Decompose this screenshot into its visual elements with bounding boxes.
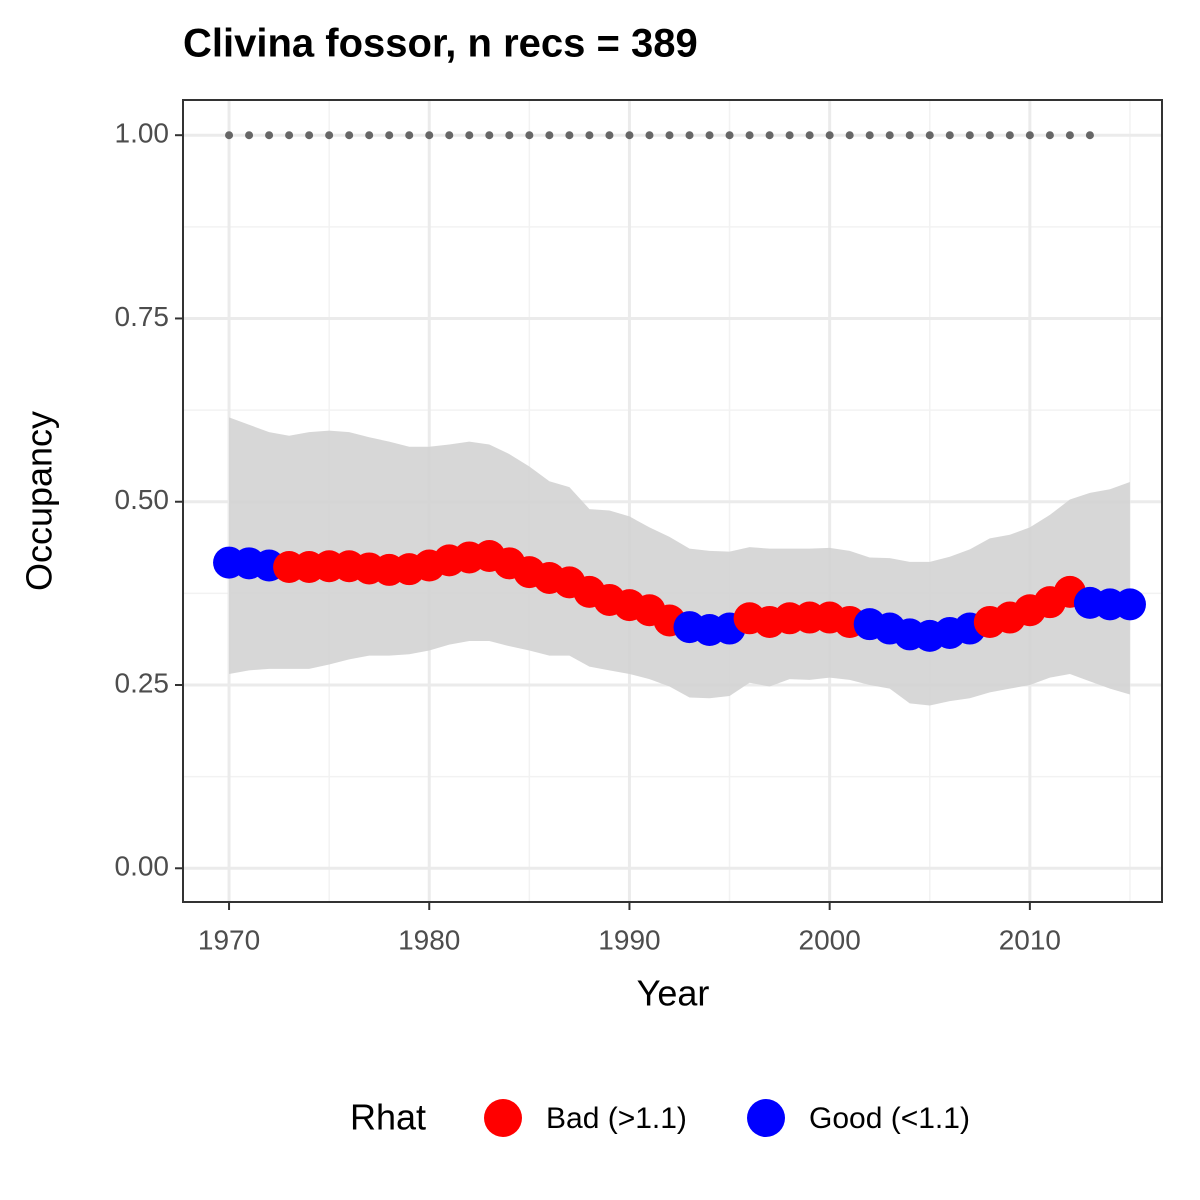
reference-dot bbox=[1005, 131, 1014, 140]
x-tick-label: 1980 bbox=[398, 924, 460, 955]
reference-dot bbox=[385, 131, 394, 140]
reference-dot bbox=[225, 131, 234, 140]
reference-dot bbox=[505, 131, 514, 140]
reference-dot bbox=[665, 131, 674, 140]
reference-dot bbox=[905, 131, 914, 140]
x-tick-label: 1990 bbox=[598, 924, 660, 955]
legend-swatch bbox=[747, 1099, 785, 1137]
y-tick-label: 1.00 bbox=[115, 118, 170, 149]
reference-dot bbox=[345, 131, 354, 140]
data-point bbox=[1113, 588, 1146, 621]
reference-dot bbox=[685, 131, 694, 140]
reference-dot bbox=[765, 131, 774, 140]
y-tick-label: 0.75 bbox=[115, 301, 170, 332]
reference-dot bbox=[805, 131, 814, 140]
x-tick-label: 2000 bbox=[799, 924, 861, 955]
reference-dot bbox=[425, 131, 434, 140]
reference-dot bbox=[1085, 131, 1094, 140]
reference-dot bbox=[465, 131, 474, 140]
reference-dot bbox=[925, 131, 934, 140]
y-tick-label: 0.00 bbox=[115, 851, 170, 882]
reference-dot bbox=[785, 131, 794, 140]
x-tick-label: 2010 bbox=[999, 924, 1061, 955]
reference-dot bbox=[265, 131, 274, 140]
reference-dot bbox=[845, 131, 854, 140]
reference-dot bbox=[1025, 131, 1034, 140]
y-axis-title: Occupancy bbox=[19, 411, 60, 591]
reference-dot bbox=[285, 131, 294, 140]
reference-dot bbox=[625, 131, 634, 140]
reference-dot bbox=[405, 131, 414, 140]
reference-dot bbox=[585, 131, 594, 140]
y-tick-label: 0.25 bbox=[115, 667, 170, 698]
reference-dot bbox=[965, 131, 974, 140]
chart-title: Clivina fossor, n recs = 389 bbox=[183, 22, 698, 66]
reference-dot bbox=[525, 131, 534, 140]
x-axis-title: Year bbox=[637, 973, 710, 1014]
reference-dot bbox=[865, 131, 874, 140]
reference-dot bbox=[985, 131, 994, 140]
reference-dot bbox=[445, 131, 454, 140]
reference-dot bbox=[645, 131, 654, 140]
legend-label: Bad (>1.1) bbox=[546, 1102, 687, 1135]
reference-dot bbox=[1065, 131, 1074, 140]
reference-dot bbox=[485, 131, 494, 140]
legend-label: Good (<1.1) bbox=[809, 1102, 970, 1135]
reference-dot bbox=[705, 131, 714, 140]
reference-dot bbox=[1045, 131, 1054, 140]
reference-dot bbox=[565, 131, 574, 140]
reference-dot bbox=[725, 131, 734, 140]
reference-dot bbox=[545, 131, 554, 140]
legend-swatch bbox=[484, 1099, 522, 1137]
reference-dot bbox=[745, 131, 754, 140]
reference-dot bbox=[945, 131, 954, 140]
reference-dot bbox=[245, 131, 254, 140]
reference-dot bbox=[605, 131, 614, 140]
legend-title: Rhat bbox=[350, 1097, 426, 1138]
y-tick-label: 0.50 bbox=[115, 484, 170, 515]
reference-dot bbox=[365, 131, 374, 140]
reference-dot bbox=[825, 131, 834, 140]
x-tick-label: 1970 bbox=[198, 924, 260, 955]
reference-dot bbox=[885, 131, 894, 140]
reference-dot bbox=[305, 131, 314, 140]
reference-dot bbox=[325, 131, 334, 140]
